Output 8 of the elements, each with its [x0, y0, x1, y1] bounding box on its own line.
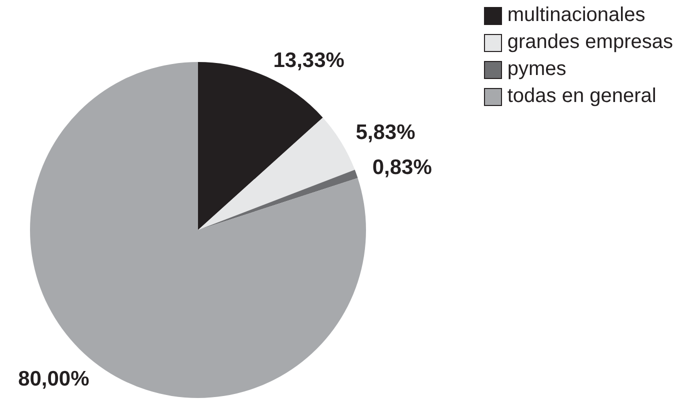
legend-label: pymes — [507, 58, 566, 81]
data-label: 13,33% — [273, 48, 345, 72]
legend-label: multinacionales — [507, 4, 646, 27]
legend-label: todas en general — [507, 85, 656, 108]
data-label: 80,00% — [18, 367, 90, 390]
data-label: 5,83% — [356, 121, 416, 144]
data-label: 0,83% — [372, 156, 432, 179]
legend-label: grandes empresas — [507, 31, 673, 54]
